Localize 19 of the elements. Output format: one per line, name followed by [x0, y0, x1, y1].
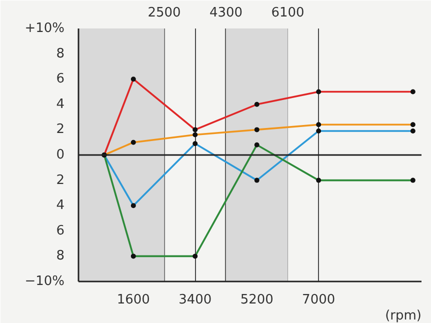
- x-axis-title: (rpm): [385, 308, 422, 323]
- x-tick-label: 7000: [302, 292, 336, 308]
- y-tick-label: 2: [56, 172, 65, 188]
- y-tick-label: −10%: [24, 274, 65, 289]
- y-tick-label: 4: [56, 96, 65, 112]
- y-tick-label: 2: [56, 122, 65, 138]
- x-tick-label: 1600: [116, 292, 150, 308]
- x2-tick-label: 6100: [271, 6, 304, 20]
- y-tick-label: 0: [56, 148, 65, 162]
- y-tick-label: 8: [56, 46, 65, 62]
- x2-tick-label: 2500: [148, 6, 181, 20]
- y-tick-label: +10%: [24, 21, 65, 36]
- x-tick-label: 3400: [178, 292, 212, 308]
- y-tick-label: 8: [56, 248, 65, 264]
- x-tick-label: 5200: [240, 292, 274, 308]
- y-tick-label: 4: [56, 198, 65, 214]
- y-tick-label: 6: [56, 223, 65, 238]
- x2-tick-label: 4300: [209, 6, 243, 20]
- y-tick-label: 6: [56, 72, 65, 87]
